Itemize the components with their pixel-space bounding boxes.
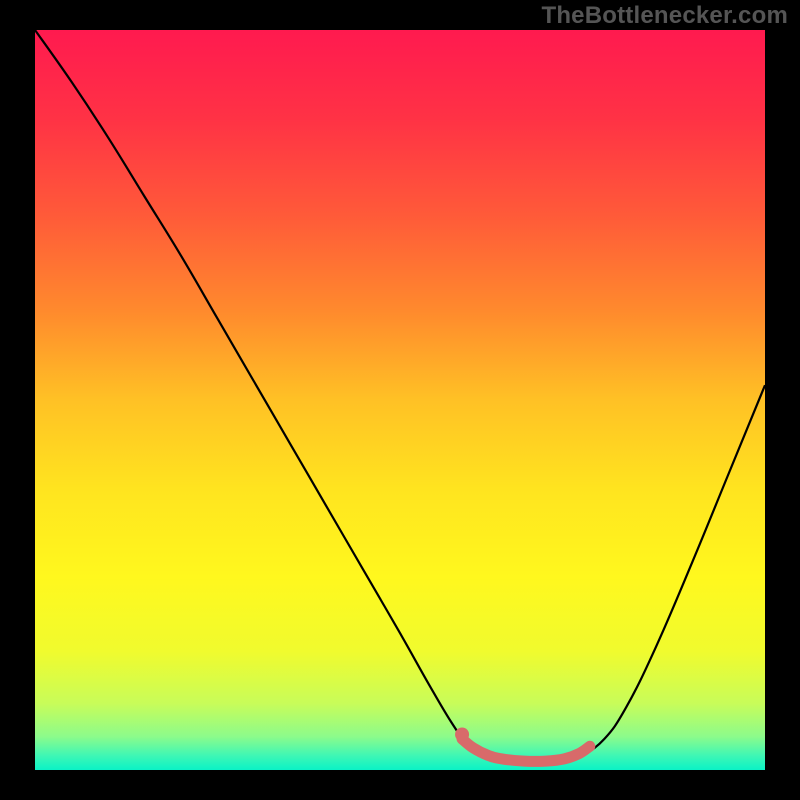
watermark-text: TheBottlenecker.com bbox=[541, 2, 788, 30]
bottleneck-chart-svg bbox=[0, 0, 800, 800]
chart-stage: TheBottlenecker.com bbox=[0, 0, 800, 800]
plot-background bbox=[35, 30, 765, 770]
optimal-start-marker bbox=[455, 727, 469, 741]
